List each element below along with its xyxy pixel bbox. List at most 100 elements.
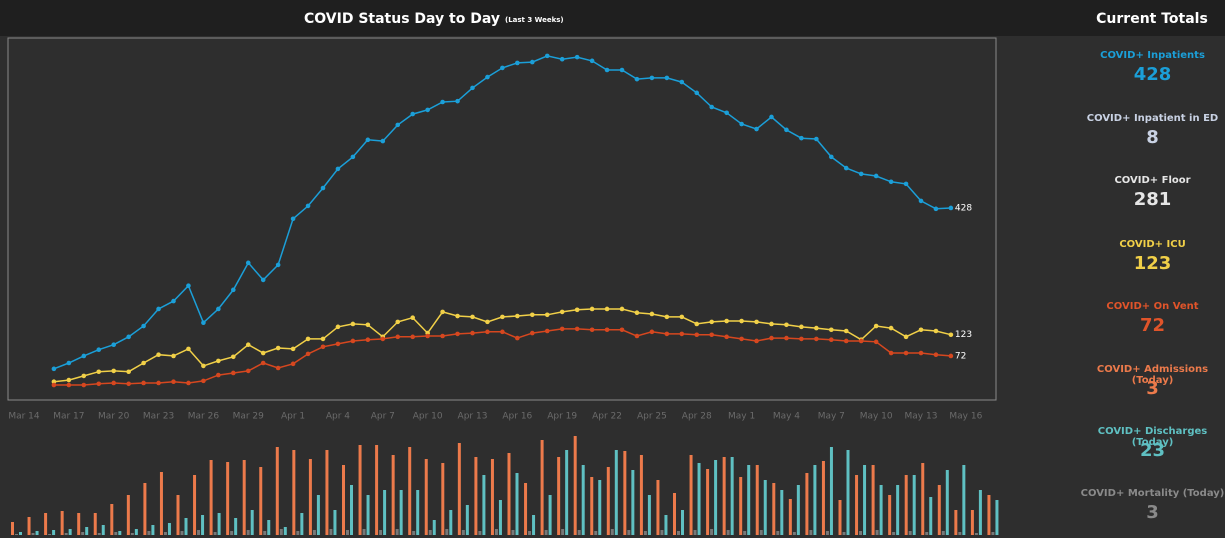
data-point [485,319,490,325]
data-point [275,345,281,351]
data-point [619,67,625,73]
bar [532,515,536,535]
x-tick-label: May 7 [818,412,845,422]
data-point [260,277,266,283]
total-value: 123 [1133,253,1172,274]
bar [283,527,287,535]
data-point [634,333,640,339]
data-point [470,314,475,320]
data-point [515,60,520,66]
line-chart-frame [7,37,997,401]
data-point [873,323,879,329]
bar [490,459,494,535]
data-point [544,53,550,59]
data-point [455,98,460,104]
x-tick-label: May 4 [773,412,800,422]
data-point [216,358,221,364]
data-point [425,107,430,113]
data-point [933,206,939,212]
bar [829,447,833,535]
bar [573,436,577,535]
bar [908,531,912,535]
bar [561,529,565,535]
data-point [111,368,116,374]
bar [511,530,515,535]
data-point [320,336,326,342]
bar [647,495,651,535]
data-point [544,312,550,318]
bar [892,532,896,535]
data-point [156,352,161,357]
data-point [888,179,894,185]
data-point [634,310,640,316]
bar [432,520,436,535]
bar [780,490,784,535]
data-point [81,373,87,379]
bar [375,445,379,535]
data-point [440,99,445,105]
data-point [754,126,759,132]
data-point [425,333,430,339]
data-point [888,350,894,356]
data-point [231,287,236,293]
data-point [784,335,789,341]
x-tick-label: Mar 26 [188,412,220,422]
data-point [724,110,729,116]
data-point [231,370,236,376]
data-point [260,350,266,356]
data-point [395,319,401,325]
bar [201,515,205,535]
data-point [171,353,176,359]
bar [184,518,188,535]
data-point [858,338,864,344]
bar [846,450,850,535]
x-tick-label: Apr 25 [637,412,667,422]
data-point [649,75,655,81]
bar [465,505,469,535]
bar [213,532,217,535]
bar [925,532,929,535]
bar [416,490,420,535]
bar [217,513,221,535]
data-point [829,154,834,160]
bar [333,510,337,535]
x-tick-label: May 16 [949,412,982,422]
data-point [365,337,371,343]
x-tick-label: May 10 [860,412,893,422]
data-point [589,58,595,64]
bar [312,530,316,535]
data-point [171,298,176,304]
x-tick-label: Mar 20 [98,412,130,422]
bar [747,465,751,535]
bar [673,493,676,535]
data-point [66,360,72,366]
data-point [186,346,191,352]
bar [859,531,863,535]
bar [565,450,569,535]
data-point [873,173,879,179]
bar [126,495,130,535]
bar [689,455,693,535]
bar [743,531,747,535]
bar [813,465,817,535]
x-tick-label: Apr 4 [326,412,350,422]
data-point [679,331,685,337]
bar [110,504,114,535]
data-point [156,380,161,386]
bar [660,530,664,535]
bar [528,531,532,535]
data-point [51,382,57,388]
bar [610,529,614,535]
bar [515,473,519,535]
bar [507,453,511,535]
bar [697,463,701,535]
bar [825,531,829,535]
bar [494,529,498,535]
bar [329,529,333,535]
bar [81,532,85,535]
data-point [589,306,595,312]
data-point [156,306,161,312]
data-point [574,307,580,313]
bar [970,510,974,535]
bar [118,531,122,535]
